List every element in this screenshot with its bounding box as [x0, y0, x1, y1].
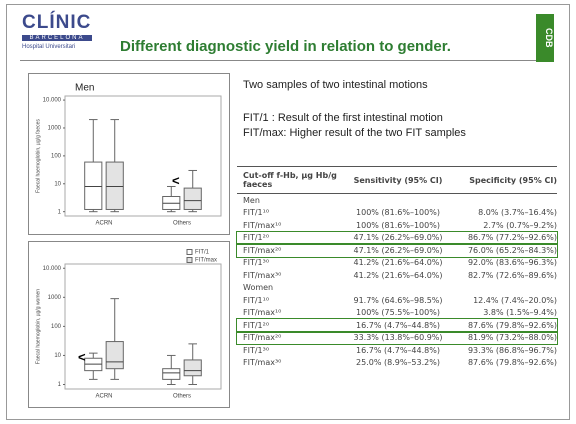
table-cell: 41.2% (21.6%–64.0%)	[353, 270, 443, 280]
table-cell: FIT/max²⁰	[243, 333, 282, 343]
table-cell: FIT/max²⁰	[243, 245, 282, 255]
box	[162, 368, 181, 380]
table-row: FIT/max³⁰ 41.2% (21.6%–64.0%) 82.7% (72.6%…	[237, 269, 557, 282]
y-tick-label: 1000	[48, 295, 62, 301]
box	[84, 161, 103, 210]
note: Two samples of two intestinal motions	[243, 79, 428, 91]
chart-title: Men	[75, 83, 94, 94]
legend-swatch	[186, 257, 193, 263]
table-row: FIT/1²⁰ 47.1% (26.2%–69.0%) 86.7% (77.2%–9…	[236, 230, 558, 245]
table-cell: FIT/1³⁰	[243, 345, 270, 355]
slide-title: Different diagnostic yield in relation t…	[120, 38, 451, 55]
group-row: Women	[237, 282, 557, 295]
table-row: FIT/max¹⁰ 100% (81.6%–100%) 2.7% (0.7%–9.2…	[237, 219, 557, 232]
table-cell: 100% (81.6%–100%)	[356, 220, 440, 230]
table-row: FIT/1¹⁰ 100% (81.6%–100%) 8.0% (3.7%–16.4%…	[237, 207, 557, 220]
table-cell: FIT/1³⁰	[243, 258, 270, 268]
chart: Faecal haemoglobin, µg/g women 1 10 100 1000…	[28, 241, 230, 408]
table-cell: 87.6% (79.8%–92.6%)	[467, 358, 557, 368]
annotation: <	[172, 173, 180, 188]
table-cell: 76.0% (65.2%–84.3%)	[467, 245, 557, 255]
y-tick-label: 1	[58, 209, 62, 215]
note: FIT/1 : Result of the first intestinal m…	[243, 112, 443, 124]
table-cell: 41.2% (21.6%–64.0%)	[353, 258, 443, 268]
table-cell: 47.1% (26.2%–69.0%)	[353, 245, 443, 255]
table-cell: FIT/1²⁰	[243, 233, 270, 243]
group-label: Men	[243, 195, 260, 205]
y-tick-label: 10.000	[43, 266, 62, 272]
logo-sub: Hospital Universitari	[22, 44, 76, 50]
annotation: <	[78, 350, 86, 365]
badge: CDB	[536, 14, 554, 62]
group-row: Men	[237, 194, 557, 207]
x-tick-label: Others	[173, 394, 191, 400]
table-cell: 8.0% (3.7%–16.4%)	[478, 208, 557, 218]
table-cell: FIT/max³⁰	[243, 270, 282, 280]
column-header: Specificity (95% CI)	[469, 175, 557, 185]
table-cell: FIT/max³⁰	[243, 358, 282, 368]
y-tick-label: 100	[51, 153, 62, 159]
table-cell: 91.7% (64.6%–98.5%)	[353, 295, 443, 305]
y-axis-label: Faecal haemoglobin, µg/g women	[35, 289, 41, 364]
x-tick-label: ACRN	[95, 394, 112, 400]
logo-name: CLÍNIC	[22, 12, 92, 33]
table-cell: 92.0% (83.6%–96.3%)	[467, 258, 557, 268]
table-cell: 25.0% (8.9%–53.2%)	[356, 358, 440, 368]
y-tick-label: 10	[54, 181, 61, 187]
x-tick-label: Others	[173, 221, 191, 227]
box	[183, 187, 202, 210]
table: Cut-off f-Hb, µg Hb/g faeces Sensitivity …	[236, 166, 558, 370]
table-cell: 12.4% (7.4%–20.0%)	[473, 295, 557, 305]
y-tick-label: 10.000	[43, 98, 62, 104]
y-axis-label: Faecal haemoglobin, µg/g faeces	[35, 119, 41, 193]
box	[183, 359, 202, 377]
slide-frame	[6, 4, 570, 420]
table-cell: 86.7% (77.2%–92.6%)	[467, 233, 557, 243]
table-row: FIT/max²⁰ 33.3% (13.8%–60.9%) 81.9% (73.2%…	[236, 330, 558, 345]
y-tick-label: 100	[51, 324, 62, 330]
y-tick-label: 10	[54, 353, 61, 359]
table-row: FIT/max²⁰ 47.1% (26.2%–69.0%) 76.0% (65.2%…	[236, 243, 558, 258]
table-row: FIT/1³⁰ 16.7% (4.7%–44.8%) 93.3% (86.8%–96…	[237, 344, 557, 357]
table-cell: 33.3% (13.8%–60.9%)	[353, 333, 443, 343]
y-tick-label: 1	[58, 382, 62, 388]
table-cell: 87.6% (79.8%–92.6%)	[467, 320, 557, 330]
table-cell: 81.9% (73.2%–88.0%)	[467, 333, 557, 343]
table-cell: 100% (81.6%–100%)	[356, 208, 440, 218]
header-rule	[20, 60, 540, 61]
table-cell: 93.3% (86.8%–96.7%)	[467, 345, 557, 355]
table-cell: FIT/max¹⁰	[243, 308, 282, 318]
box	[105, 161, 124, 210]
table-cell: 2.7% (0.7%–9.2%)	[483, 220, 557, 230]
table-row: FIT/1¹⁰ 91.7% (64.6%–98.5%) 12.4% (7.4%–20…	[237, 294, 557, 307]
chart: Men Faecal haemoglobin, µg/g faeces 1 10 100…	[28, 73, 230, 235]
x-tick-label: ACRN	[95, 221, 112, 227]
table-row: FIT/max³⁰ 25.0% (8.9%–53.2%) 87.6% (79.8%–…	[237, 357, 557, 370]
group-label: Women	[243, 283, 274, 293]
y-tick-label: 1000	[48, 126, 62, 132]
legend-label: FIT/max	[195, 258, 217, 264]
table-cell: 47.1% (26.2%–69.0%)	[353, 233, 443, 243]
legend-label: FIT/1	[195, 250, 210, 256]
table-cell: FIT/max¹⁰	[243, 220, 282, 230]
column-header: Cut-off f-Hb, µg Hb/g faeces	[243, 171, 337, 189]
table-cell: 16.7% (4.7%–44.8%)	[356, 320, 440, 330]
table-row: FIT/1³⁰ 41.2% (21.6%–64.0%) 92.0% (83.6%–9…	[237, 257, 557, 270]
note: FIT/max: Higher result of the two FIT sa…	[243, 127, 466, 139]
table-row: FIT/1²⁰ 16.7% (4.7%–44.8%) 87.6% (79.8%–92…	[236, 318, 558, 333]
table-cell: FIT/1²⁰	[243, 320, 270, 330]
table-cell: FIT/1¹⁰	[243, 295, 270, 305]
table-cell: 16.7% (4.7%–44.8%)	[356, 345, 440, 355]
table-cell: 82.7% (72.6%–89.6%)	[467, 270, 557, 280]
table-cell: 100% (75.5%–100%)	[356, 308, 440, 318]
legend-swatch	[186, 249, 193, 255]
table-cell: 3.8% (1.5%–9.4%)	[483, 308, 557, 318]
table-header: Cut-off f-Hb, µg Hb/g faeces Sensitivity …	[237, 166, 557, 194]
table-row: FIT/max¹⁰ 100% (75.5%–100%) 3.8% (1.5%–9.4…	[237, 307, 557, 320]
box	[105, 341, 124, 370]
column-header: Sensitivity (95% CI)	[353, 175, 443, 185]
table-cell: FIT/1¹⁰	[243, 208, 270, 218]
logo-city: BARCELONA	[22, 35, 92, 41]
